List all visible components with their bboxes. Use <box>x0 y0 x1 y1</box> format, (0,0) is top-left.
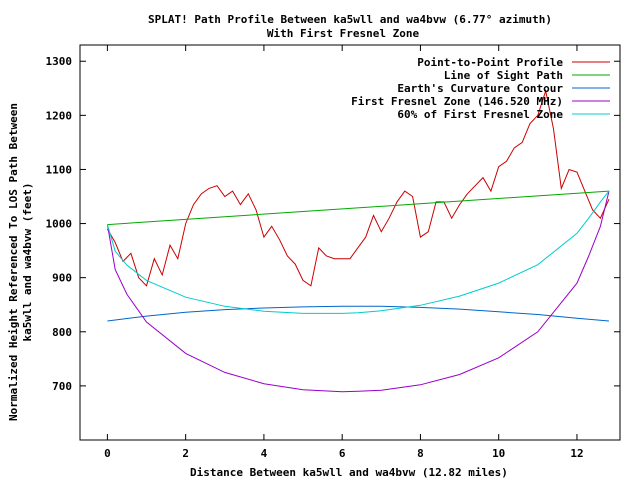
series-line-line-of-sight-path <box>107 190 610 226</box>
legend-label: Earth's Curvature Contour <box>397 82 563 95</box>
x-tick-label: 8 <box>417 447 424 460</box>
x-tick-label: 12 <box>570 447 583 460</box>
chart-subtitle: With First Fresnel Zone <box>267 27 420 40</box>
y-tick-label: 1300 <box>46 55 73 68</box>
series-line-earth-s-curvature-contour <box>107 305 610 322</box>
y-axis-label-line2: ka5wll and wa4bvw (feet) <box>21 183 34 342</box>
legend-label: 60% of First Fresnel Zone <box>397 108 563 121</box>
series-line-first-fresnel-zone-146-520-mhz <box>106 190 610 393</box>
legend-label: Point-to-Point Profile <box>417 56 563 69</box>
chart-title: SPLAT! Path Profile Between ka5wll and w… <box>148 13 552 26</box>
x-tick-label: 2 <box>182 447 189 460</box>
series-line-point-to-point-profile <box>106 89 610 287</box>
plot-border <box>79 44 621 441</box>
series-line-60-of-first-fresnel-zone <box>106 190 610 314</box>
legend-label: Line of Sight Path <box>444 69 563 82</box>
y-tick-label: 1200 <box>46 109 73 122</box>
x-tick-label: 6 <box>339 447 346 460</box>
legend-label: First Fresnel Zone (146.520 MHz) <box>351 95 563 108</box>
y-tick-label: 800 <box>52 326 72 339</box>
x-tick-label: 0 <box>104 447 111 460</box>
plot-area: 0 2 4 6 8 10 12 700 800 900 1000 1100 1200 1300 Point-… <box>46 44 621 460</box>
y-tick-label: 900 <box>52 272 72 285</box>
x-tick-label: 4 <box>261 447 268 460</box>
y-tick-label: 700 <box>52 380 72 393</box>
y-tick-label: 1000 <box>46 218 73 231</box>
x-tick-label: 10 <box>492 447 505 460</box>
x-axis-label: Distance Between ka5wll and wa4bvw (12.8… <box>190 466 508 479</box>
y-axis-label-line1: Normalized Height Referenced To LOS Path… <box>7 103 20 421</box>
y-tick-label: 1100 <box>46 163 73 176</box>
